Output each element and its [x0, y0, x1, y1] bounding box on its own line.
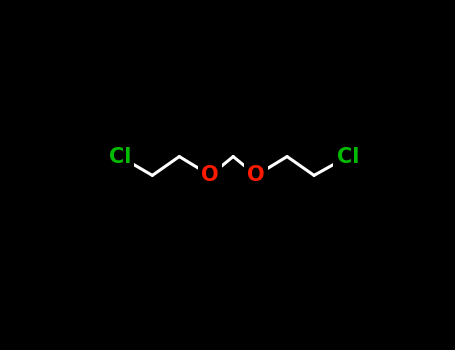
Text: O: O [202, 166, 219, 186]
Text: O: O [247, 166, 265, 186]
Text: Cl: Cl [109, 147, 131, 167]
Text: Cl: Cl [337, 147, 359, 167]
